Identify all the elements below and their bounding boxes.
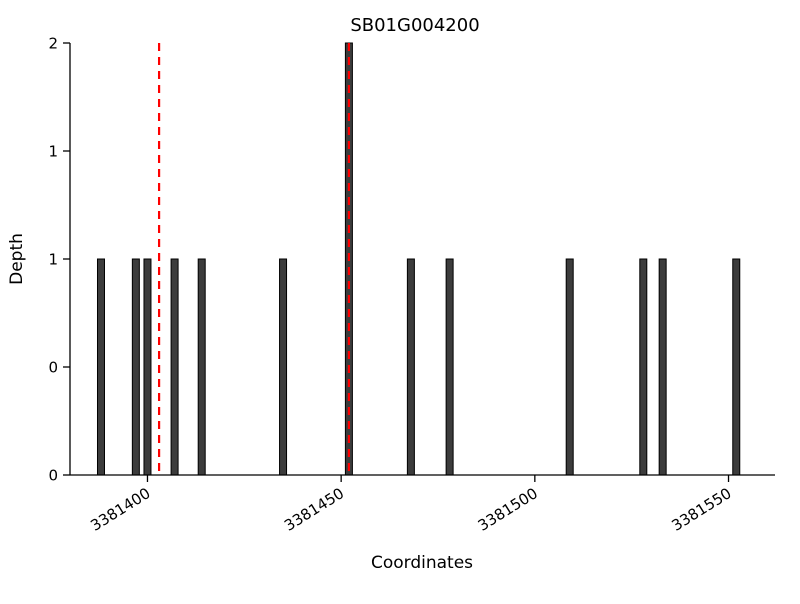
y-tick-label: 1 (48, 251, 58, 269)
depth-bar (445, 258, 454, 476)
highlight-vlines-layer (157, 43, 350, 475)
y-tick-label: 1 (48, 143, 58, 161)
depth-bar (639, 258, 648, 476)
depth-bar (406, 258, 415, 476)
depth-bar (732, 258, 741, 476)
depth-bar (170, 258, 179, 476)
chart-title: SB01G004200 (350, 15, 479, 36)
bars-layer (96, 42, 741, 476)
x-tick-label: 3381500 (475, 484, 541, 535)
depth-bar (197, 258, 206, 476)
y-tick-label: 0 (48, 467, 58, 485)
x-tick-label: 3381450 (281, 484, 347, 535)
depth-bar (143, 258, 152, 476)
depth-bar (96, 258, 105, 476)
depth-bar (565, 258, 574, 476)
depth-bar (279, 258, 288, 476)
y-tick-label: 0 (48, 359, 58, 377)
depth-bar (131, 258, 140, 476)
y-axis-label: Depth (7, 233, 27, 285)
depth-bar (658, 258, 667, 476)
x-tick-label: 3381550 (668, 484, 734, 535)
x-tick-label: 3381400 (87, 484, 153, 535)
y-tick-label: 2 (48, 35, 58, 53)
x-axis-label: Coordinates (371, 553, 473, 573)
